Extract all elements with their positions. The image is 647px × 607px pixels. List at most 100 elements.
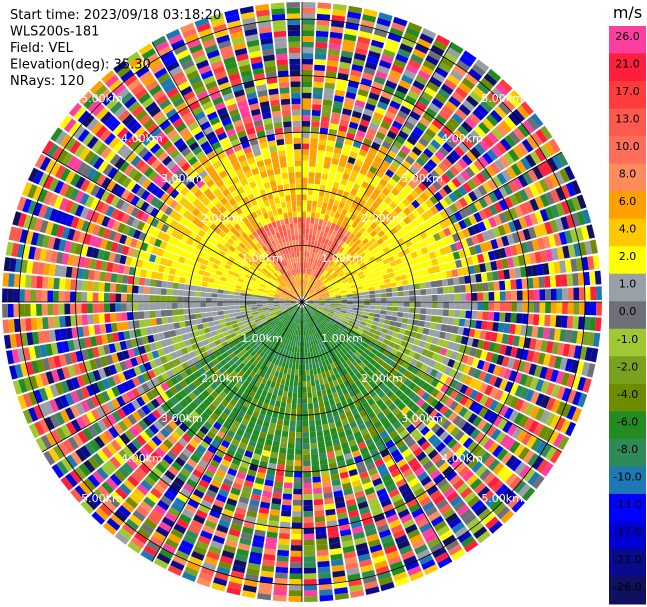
velocity-gate xyxy=(390,376,399,385)
velocity-gate xyxy=(482,219,492,230)
velocity-gate xyxy=(326,364,332,371)
velocity-gate xyxy=(324,382,330,390)
velocity-gate xyxy=(308,280,312,287)
velocity-gate xyxy=(299,347,302,353)
velocity-gate xyxy=(2,304,9,318)
velocity-gate xyxy=(559,329,567,342)
velocity-gate xyxy=(496,172,508,185)
velocity-gate xyxy=(386,292,393,297)
velocity-gate xyxy=(538,425,550,439)
velocity-gate xyxy=(360,321,367,326)
velocity-gate xyxy=(162,273,169,281)
velocity-gate xyxy=(342,354,349,362)
velocity-gate xyxy=(262,559,275,567)
velocity-gate xyxy=(319,284,325,289)
velocity-gate xyxy=(69,291,76,302)
velocity-gate xyxy=(222,298,229,302)
velocity-gate xyxy=(420,295,427,302)
velocity-gate xyxy=(440,394,450,405)
velocity-gate xyxy=(351,236,359,243)
velocity-gate xyxy=(420,440,431,451)
velocity-gate xyxy=(302,75,313,82)
velocity-gate xyxy=(468,214,478,225)
velocity-gate xyxy=(347,350,355,357)
velocity-gate xyxy=(443,434,454,446)
velocity-gate xyxy=(320,116,330,123)
velocity-gate xyxy=(318,299,325,301)
velocity-gate xyxy=(224,317,231,323)
velocity-gate xyxy=(462,437,474,449)
velocity-gate xyxy=(313,299,319,301)
velocity-gate xyxy=(348,175,357,183)
velocity-gate xyxy=(138,311,145,320)
velocity-gate xyxy=(303,307,305,314)
velocity-gate xyxy=(441,237,450,247)
velocity-gate xyxy=(357,501,369,510)
velocity-gate xyxy=(523,214,533,227)
velocity-gate xyxy=(299,318,302,325)
velocity-gate xyxy=(334,592,349,601)
velocity-gate xyxy=(353,105,364,114)
velocity-gate xyxy=(364,298,370,302)
velocity-gate xyxy=(548,138,561,154)
velocity-gate xyxy=(464,398,474,409)
velocity-gate xyxy=(315,311,321,317)
velocity-gate xyxy=(545,446,557,461)
velocity-gate xyxy=(369,448,380,457)
velocity-gate xyxy=(419,33,434,44)
velocity-gate xyxy=(319,127,329,135)
velocity-gate xyxy=(302,420,309,427)
velocity-gate xyxy=(457,530,472,543)
velocity-gate xyxy=(454,381,464,392)
velocity-gate xyxy=(297,392,302,399)
velocity-gate xyxy=(332,484,343,492)
velocity-gate xyxy=(359,335,366,342)
velocity-gate xyxy=(498,212,508,224)
velocity-gate xyxy=(442,534,457,547)
velocity-gate xyxy=(343,346,351,353)
velocity-gate xyxy=(556,385,566,400)
velocity-gate xyxy=(376,205,385,214)
velocity-gate xyxy=(314,64,326,72)
velocity-gate xyxy=(439,198,449,209)
velocity-gate xyxy=(384,110,396,120)
velocity-gate xyxy=(366,377,374,386)
velocity-gate xyxy=(315,532,327,540)
velocity-gate xyxy=(383,196,393,205)
velocity-gate xyxy=(137,294,144,302)
velocity-gate xyxy=(335,402,343,410)
velocity-gate xyxy=(314,413,321,421)
velocity-gate xyxy=(307,183,314,190)
velocity-gate xyxy=(372,334,380,341)
velocity-gate xyxy=(346,567,360,576)
velocity-gate xyxy=(467,440,478,453)
velocity-gate xyxy=(303,482,312,489)
velocity-gate xyxy=(406,115,418,126)
velocity-gate xyxy=(469,163,480,175)
velocity-gate xyxy=(482,282,489,292)
velocity-gate xyxy=(470,499,484,512)
velocity-gate xyxy=(370,222,378,230)
velocity-gate xyxy=(495,483,509,497)
velocity-gate xyxy=(324,503,335,511)
velocity-gate xyxy=(322,277,328,283)
velocity-gate xyxy=(323,264,329,270)
velocity-gate xyxy=(542,263,550,275)
velocity-gate xyxy=(126,303,133,312)
velocity-gate xyxy=(470,129,482,142)
velocity-gate xyxy=(327,252,333,260)
velocity-gate xyxy=(473,368,482,380)
velocity-gate xyxy=(415,332,423,340)
velocity-gate xyxy=(411,271,419,278)
velocity-gate xyxy=(425,315,432,322)
velocity-gate xyxy=(239,295,246,300)
velocity-gate xyxy=(487,311,495,321)
velocity-gate xyxy=(511,232,521,244)
velocity-gate xyxy=(303,313,306,319)
velocity-gate xyxy=(389,416,399,426)
velocity-gate xyxy=(407,528,421,540)
velocity-gate xyxy=(327,288,334,292)
velocity-gate xyxy=(228,302,235,306)
velocity-gate xyxy=(298,369,302,376)
velocity-gate xyxy=(382,115,394,125)
